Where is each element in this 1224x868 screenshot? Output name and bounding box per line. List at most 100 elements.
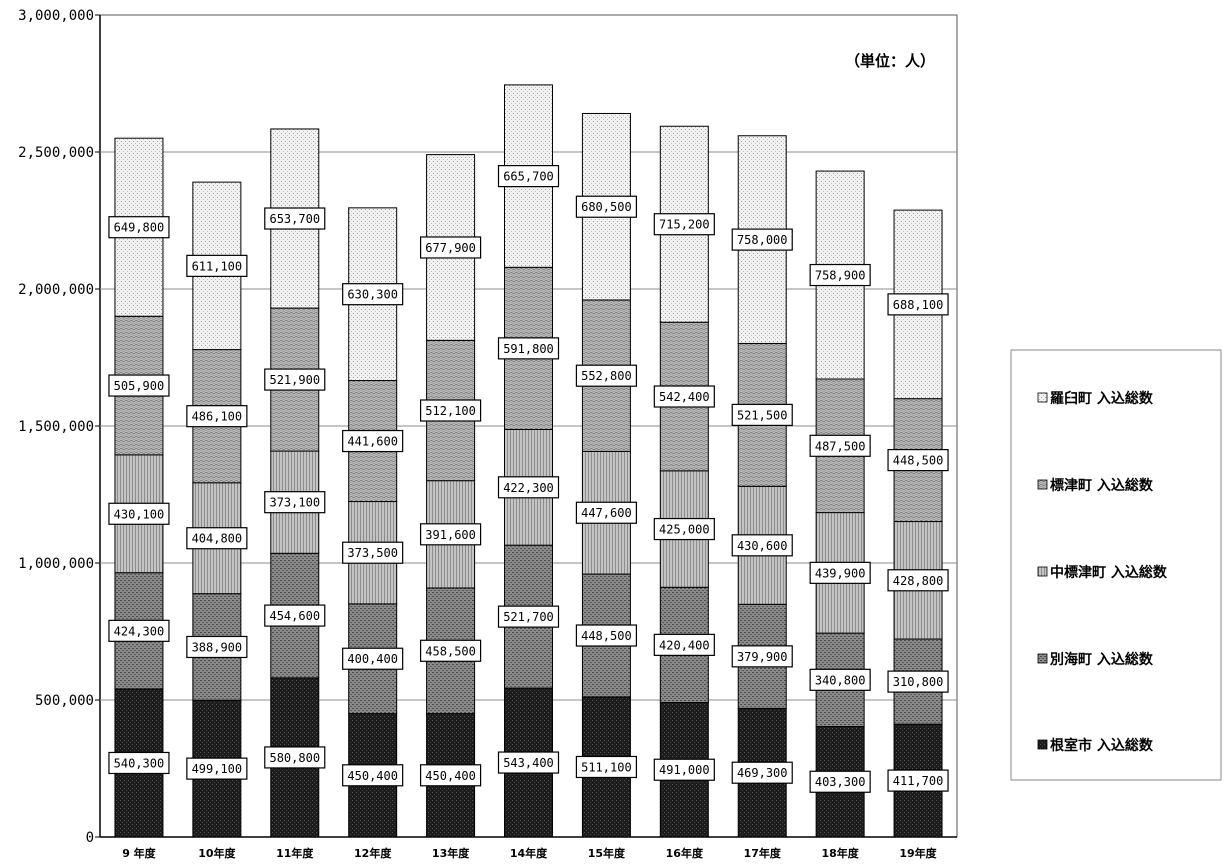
x-axis-categories: 9 年度 10年度 11年度 12年度 13年度 14年度 15年度 16年度 17年度 18年度… [122,846,937,860]
data-label: 469,300 [737,766,788,780]
data-label-box [887,769,949,792]
data-label: 630,300 [347,288,398,302]
data-label: 447,600 [581,506,632,520]
data-label: 680,500 [581,200,632,214]
data-label-box [809,434,871,457]
x-category-label: 18年度 [821,846,859,860]
data-label: 665,700 [503,170,554,184]
x-category-label: 13年度 [432,846,470,860]
data-label: 591,800 [503,342,554,356]
data-label-box [887,670,949,693]
data-label: 448,500 [581,629,632,643]
data-label: 454,600 [269,609,320,623]
data-label-box [264,604,326,627]
legend-swatch [1037,566,1048,577]
data-label-box [186,527,248,550]
data-label-box [108,751,170,775]
data-label-box [342,764,404,787]
y-tick-label: 3,000,000 [18,8,94,24]
data-label-box [108,216,170,239]
data-label: 373,100 [269,496,320,510]
data-label-box [108,619,170,642]
data-label-box [575,195,638,218]
data-label-box [342,647,404,670]
data-label: 511,100 [581,760,632,774]
legend-item: 根室市 入込総数 [1050,737,1154,754]
data-label: 758,900 [815,269,866,283]
data-label: 491,000 [659,763,710,777]
data-label: 543,400 [503,756,554,770]
data-label: 552,800 [581,369,632,383]
data-label-box [653,213,715,236]
x-category-label: 9 年度 [122,846,156,860]
data-label: 420,400 [659,638,710,652]
data-label-box [731,645,793,668]
data-label-box [419,399,482,422]
data-label-box [575,501,638,524]
data-label-box [419,236,482,259]
data-label-box [731,228,793,251]
legend-item: 中標津町 入込総数 [1050,564,1168,581]
data-label: 486,100 [192,410,243,424]
data-label-box [809,561,871,584]
data-label: 450,400 [425,769,476,783]
data-label: 428,800 [893,574,944,588]
data-label: 310,800 [893,675,944,689]
y-tick-label: 0 [86,830,94,846]
y-axis-ticks: 0 500,000 1,000,000 1,500,000 2,000,000 2,500… [18,8,94,846]
data-label-box [887,293,949,316]
data-label-box [186,635,248,659]
data-label-box [419,523,482,546]
data-label: 424,300 [114,624,165,638]
data-label: 649,800 [114,221,165,235]
data-label: 430,600 [737,539,788,553]
data-label: 542,400 [659,390,710,404]
data-label: 379,900 [737,650,788,664]
data-label-box [809,263,871,287]
data-label-box [342,541,404,564]
x-category-label: 16年度 [666,846,704,860]
unit-label: （単位：人） [845,52,935,70]
x-category-label: 10年度 [198,846,236,860]
data-label-box [575,364,638,387]
data-label-box [264,491,326,514]
data-label: 439,900 [815,566,866,580]
bars [114,84,943,838]
data-label: 611,100 [192,259,243,273]
data-label: 340,800 [815,673,866,687]
data-label-box [342,429,404,453]
data-label: 521,500 [737,408,788,422]
legend-swatch [1037,479,1048,490]
x-category-label: 17年度 [744,846,782,860]
data-label: 425,000 [659,523,710,537]
data-label: 448,500 [893,454,944,468]
x-category-label: 12年度 [354,846,392,860]
data-label-box [497,337,560,360]
data-label-box [264,746,326,769]
data-label-box [887,448,949,472]
data-label-box [108,374,170,397]
y-tick-label: 500,000 [35,693,94,709]
data-label: 373,500 [347,546,398,560]
data-label: 391,600 [425,528,476,542]
data-label: 388,900 [192,640,243,654]
legend-item: 別海町 入込総数 [1049,651,1154,668]
legend-swatch [1037,392,1048,403]
data-label: 487,500 [815,439,866,453]
data-label: 404,800 [192,532,243,546]
x-category-label: 14年度 [510,846,548,860]
data-label-box [264,368,326,391]
data-label: 580,800 [269,751,320,765]
data-label-box [731,534,793,557]
data-label-box [108,502,170,525]
data-label-box [809,668,871,691]
data-label: 403,300 [815,775,866,789]
legend-swatch [1037,653,1048,664]
data-label-box [575,755,638,779]
data-label-box [186,254,248,277]
data-label-box [809,770,871,793]
data-label-box [186,405,248,428]
y-tick-label: 2,500,000 [18,145,94,161]
